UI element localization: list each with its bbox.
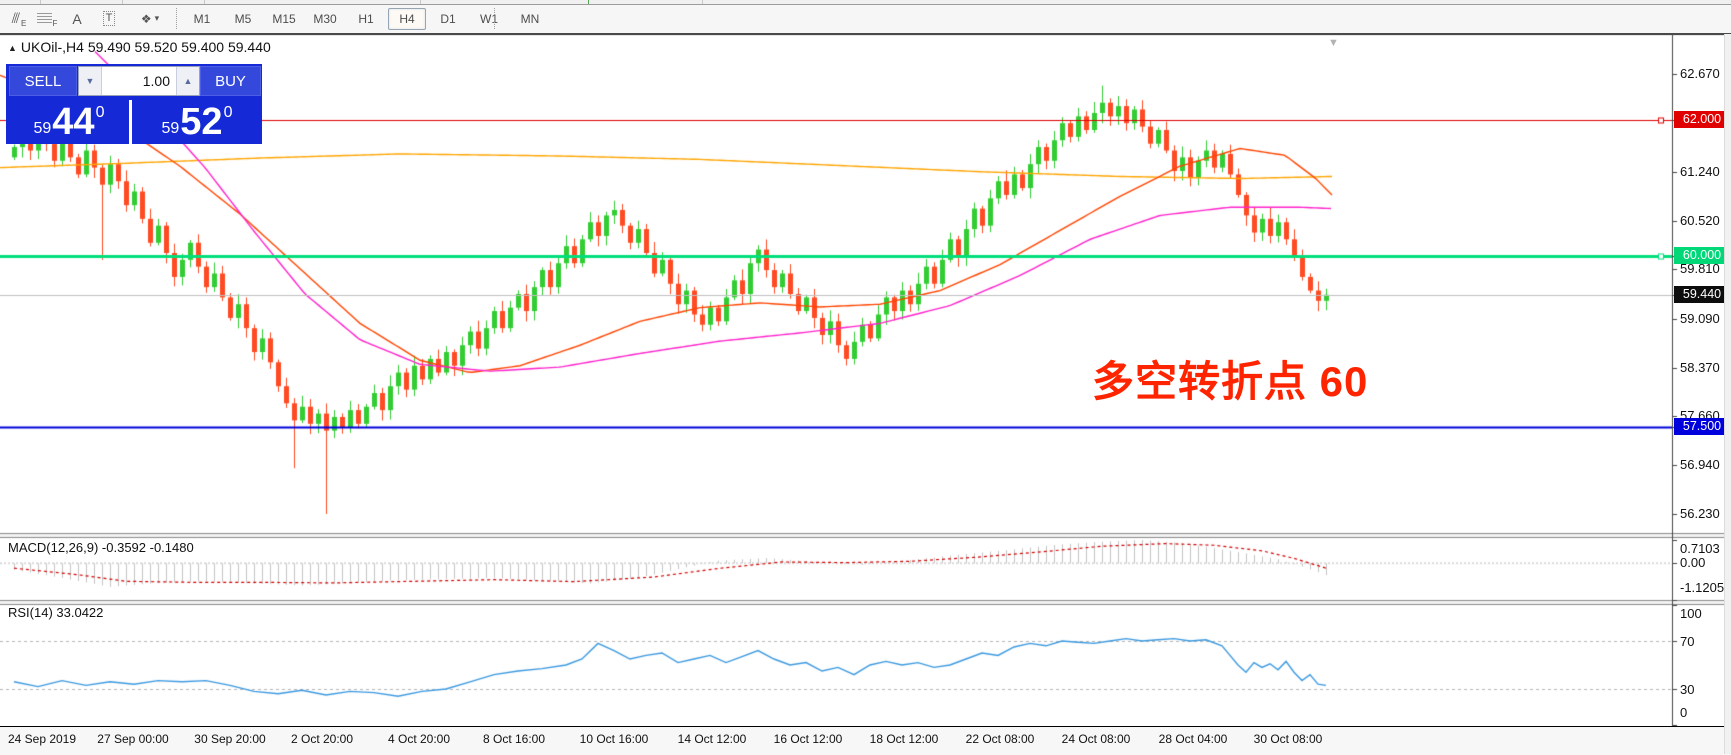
price-tick-label: 62.670 bbox=[1680, 66, 1720, 81]
right-scroll-strip bbox=[1724, 34, 1731, 754]
toolbar-top-sliver bbox=[0, 0, 1731, 5]
shapes-icon[interactable]: ❖ ▾ bbox=[140, 11, 160, 26]
rsi-tick-label: 30 bbox=[1680, 682, 1695, 697]
price-tick-label: 59.810 bbox=[1680, 261, 1720, 277]
price-tick-label: 56.940 bbox=[1680, 457, 1720, 473]
buy-price-big: 52 bbox=[180, 101, 223, 143]
timeframe-toolbar: M1 M5 M15 M30 H1 H4 D1 W1 MN bbox=[183, 7, 552, 31]
toolbar-separator bbox=[494, 8, 495, 29]
fibo-grid-icon[interactable]: F bbox=[34, 7, 60, 30]
macd-tick-label: -1.1205 bbox=[1680, 580, 1725, 595]
price-badge-62.000: 62.000 bbox=[1674, 110, 1730, 128]
rsi-tick-label: 70 bbox=[1680, 634, 1695, 649]
price-badge-60.000: 60.000 bbox=[1674, 247, 1730, 265]
time-tick-label: 22 Oct 08:00 bbox=[965, 732, 1035, 746]
price-tick-label: 60.520 bbox=[1680, 212, 1720, 228]
time-tick-label: 8 Oct 16:00 bbox=[482, 732, 546, 746]
time-tick-label: 10 Oct 16:00 bbox=[579, 732, 649, 746]
price-tick-label: 59.090 bbox=[1680, 310, 1720, 326]
timeframe-button-M30[interactable]: M30 bbox=[313, 12, 337, 26]
volume-input[interactable]: 1.00 bbox=[142, 73, 170, 89]
sell-button[interactable]: SELL bbox=[9, 66, 77, 96]
timeframe-button-M5[interactable]: M5 bbox=[234, 12, 252, 26]
equidistant-channel-icon[interactable]: ⫻ E bbox=[11, 10, 27, 28]
time-tick-label: 14 Oct 12:00 bbox=[677, 732, 747, 746]
timeframe-button-W1[interactable]: W1 bbox=[480, 12, 498, 26]
timeframe-button-H1[interactable]: H1 bbox=[358, 12, 374, 26]
chart-annotation-text: 多空转折点 60 bbox=[1092, 358, 1369, 405]
one-click-trading-panel: SELL ▼ 1.00 ▲ BUY 59 44 0 59 52 0 bbox=[6, 64, 262, 144]
buy-button[interactable]: BUY bbox=[200, 66, 261, 96]
arrow-text-icon[interactable]: A bbox=[72, 10, 82, 27]
time-tick-label: 18 Oct 12:00 bbox=[869, 732, 939, 746]
macd-tick-label: 0.7103 bbox=[1680, 541, 1720, 556]
macd-label: MACD(12,26,9) -0.3592 -0.1480 bbox=[8, 540, 194, 555]
volume-increase-button[interactable]: ▲ bbox=[176, 67, 199, 95]
time-tick-label: 4 Oct 20:00 bbox=[387, 732, 451, 746]
time-tick-label: 24 Sep 2019 bbox=[7, 732, 77, 746]
timeframe-button-M15[interactable]: M15 bbox=[272, 12, 296, 26]
toolbar-separator bbox=[176, 8, 177, 29]
timeframe-button-M1[interactable]: M1 bbox=[193, 12, 211, 26]
chevron-down-icon: ▾ bbox=[154, 13, 160, 23]
time-tick-label: 24 Oct 08:00 bbox=[1061, 732, 1131, 746]
chart-title: ▲ UKOil-,H4 59.490 59.520 59.400 59.440 bbox=[8, 39, 271, 55]
price-tick-label: 58.370 bbox=[1680, 359, 1720, 375]
time-tick-label: 27 Sep 00:00 bbox=[97, 732, 169, 746]
symbol-triangle-icon: ▲ bbox=[8, 43, 17, 53]
time-tick-label: 16 Oct 12:00 bbox=[773, 732, 843, 746]
time-tick-label: 28 Oct 04:00 bbox=[1158, 732, 1228, 746]
rsi-tick-label: 0 bbox=[1680, 705, 1688, 720]
volume-decrease-button[interactable]: ▼ bbox=[79, 67, 102, 95]
rsi-label: RSI(14) 33.0422 bbox=[8, 605, 104, 620]
timeframe-button-D1[interactable]: D1 bbox=[440, 12, 456, 26]
time-axis[interactable] bbox=[0, 726, 1731, 755]
macd-tick-label: 0.00 bbox=[1680, 555, 1706, 570]
price-tick-label: 56.230 bbox=[1680, 505, 1720, 521]
sell-price-handle: 59 bbox=[33, 120, 52, 137]
buy-price-handle: 59 bbox=[161, 120, 180, 137]
time-tick-label: 30 Oct 08:00 bbox=[1253, 732, 1323, 746]
time-tick-label: 30 Sep 20:00 bbox=[194, 732, 266, 746]
price-tick-label: 61.240 bbox=[1680, 163, 1720, 179]
volume-control: ▼ 1.00 ▲ bbox=[78, 66, 200, 96]
timeframe-button-MN[interactable]: MN bbox=[520, 12, 540, 26]
sell-price-big: 44 bbox=[52, 101, 95, 143]
sell-price-pip: 0 bbox=[95, 104, 105, 121]
sell-price-display[interactable]: 59 44 0 bbox=[9, 100, 132, 144]
rsi-tick-label: 100 bbox=[1680, 606, 1702, 621]
price-badge-57.500: 57.500 bbox=[1674, 418, 1730, 436]
drawing-toolbar: ⫻ E F A T ❖ ▾ M1 M5 M15 M30 H1 H4 D1 W1 MN bbox=[0, 5, 1731, 35]
timeframe-button-H4[interactable]: H4 bbox=[388, 8, 426, 30]
text-label-icon[interactable]: T bbox=[96, 7, 122, 30]
buy-price-display[interactable]: 59 52 0 bbox=[135, 100, 259, 144]
time-tick-label: 2 Oct 20:00 bbox=[290, 732, 354, 746]
price-badge-59.440: 59.440 bbox=[1674, 285, 1730, 303]
buy-price-pip: 0 bbox=[223, 104, 233, 121]
chart-shift-marker-icon[interactable]: ▼ bbox=[1328, 37, 1339, 49]
